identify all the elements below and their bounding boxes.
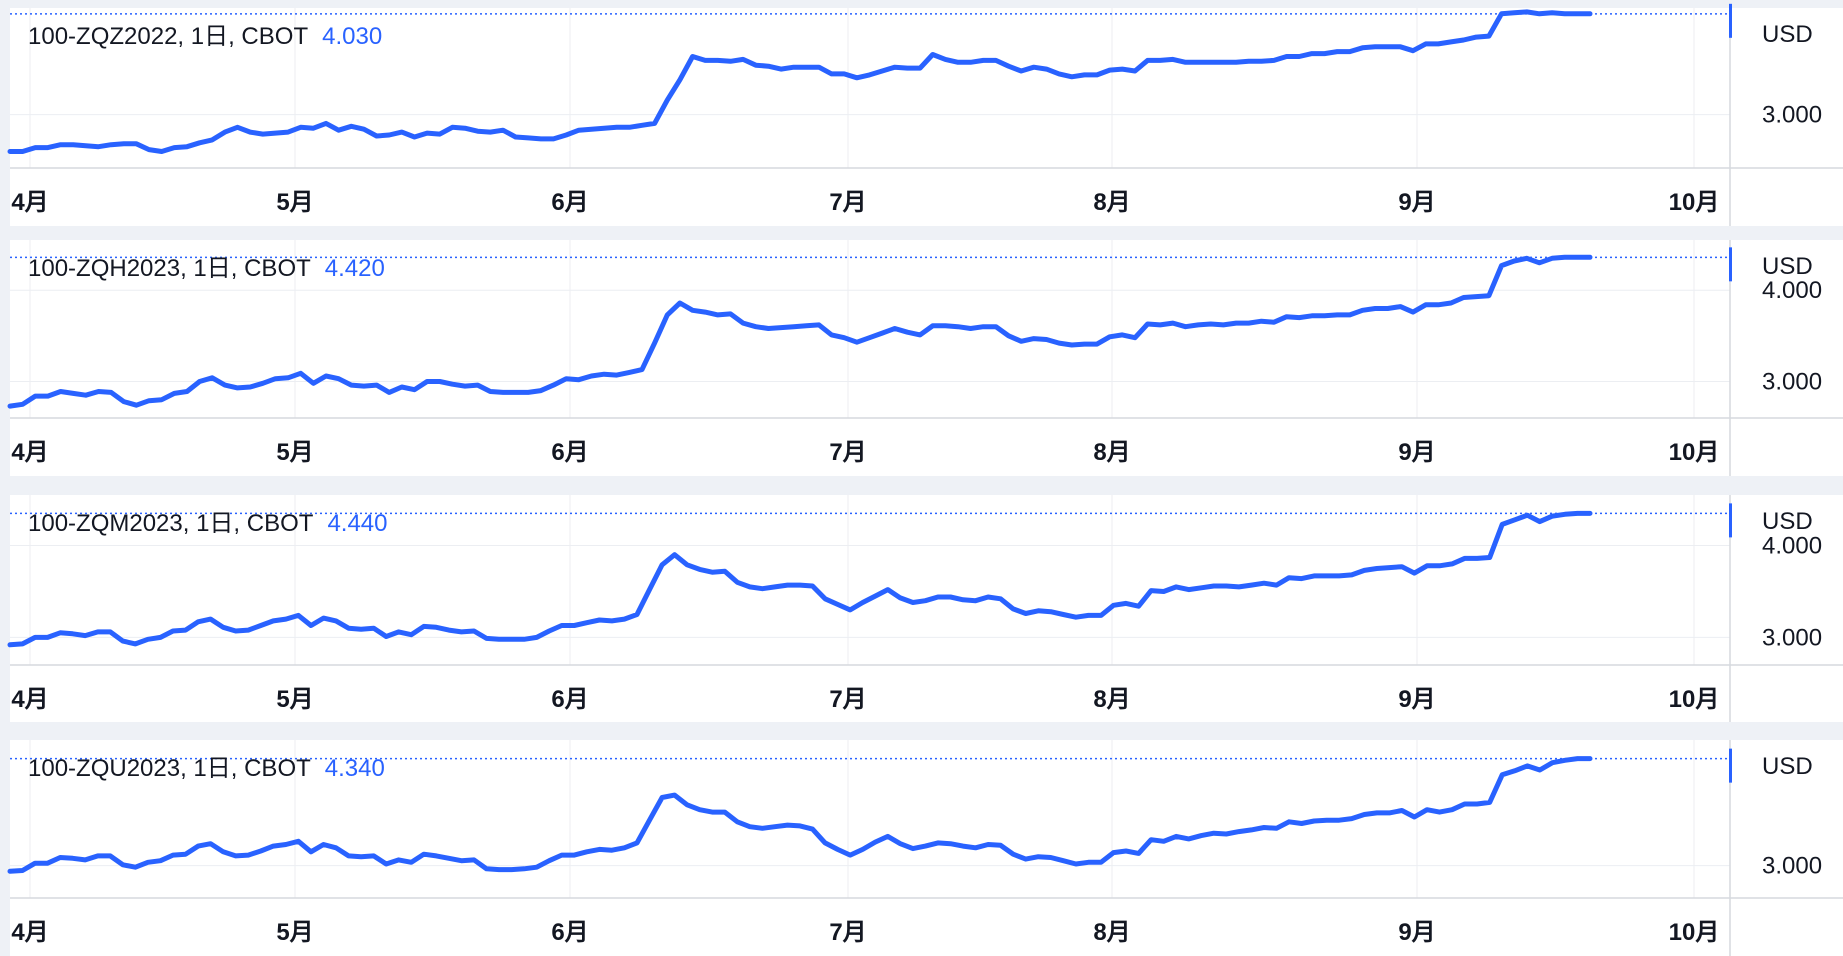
last-value: 4.440 xyxy=(327,510,388,537)
last-price-marker xyxy=(1729,503,1732,538)
x-tick-label: 5月 xyxy=(276,919,313,946)
currency-label: USD xyxy=(1762,508,1813,535)
chart-svg-1: USD 3.000 4月 5月 6月 7月 8月 9月 10月 xyxy=(7,3,1843,226)
x-tick-label: 6月 xyxy=(551,686,588,713)
chart-panel-1[interactable]: USD 3.000 4月 5月 6月 7月 8月 9月 10月 100-ZQZ2022, 1日, … xyxy=(7,3,1843,226)
x-tick-label: 9月 xyxy=(1398,439,1435,466)
x-tick-label: 10月 xyxy=(1669,189,1720,216)
chart-svg-4: USD 3.000 4月 5月 6月 7月 8月 9月 10月 xyxy=(7,740,1843,956)
x-tick-label: 6月 xyxy=(551,919,588,946)
x-tick-label: 4月 xyxy=(11,439,48,466)
x-tick-label: 5月 xyxy=(276,189,313,216)
symbol-label[interactable]: 100-ZQU2023, 1日, CBOT xyxy=(28,755,311,782)
currency-label: USD xyxy=(1762,21,1813,48)
symbol-label[interactable]: 100-ZQH2023, 1日, CBOT xyxy=(28,255,311,282)
chart-legend: 100-ZQZ2022, 1日, CBOT 4.030 xyxy=(28,16,382,51)
x-tick-label: 10月 xyxy=(1669,439,1720,466)
chart-panel-4[interactable]: USD 3.000 4月 5月 6月 7月 8月 9月 10月 100-ZQU2023, 1日, … xyxy=(7,740,1843,956)
x-tick-label: 8月 xyxy=(1093,189,1130,216)
x-tick-label: 6月 xyxy=(551,439,588,466)
x-tick-label: 9月 xyxy=(1398,686,1435,713)
series-line xyxy=(7,254,1593,409)
series-line xyxy=(7,756,1593,874)
last-value: 4.030 xyxy=(322,23,383,50)
x-tick-label: 9月 xyxy=(1398,189,1435,216)
x-tick-label: 8月 xyxy=(1093,439,1130,466)
series-line xyxy=(7,9,1593,154)
x-tick-label: 7月 xyxy=(829,439,866,466)
symbol-label[interactable]: 100-ZQZ2022, 1日, CBOT xyxy=(28,23,309,50)
last-value: 4.340 xyxy=(324,755,385,782)
x-tick-label: 7月 xyxy=(829,189,866,216)
x-tick-label: 7月 xyxy=(829,686,866,713)
x-tick-label: 8月 xyxy=(1093,686,1130,713)
x-tick-label: 7月 xyxy=(829,919,866,946)
y-tick-label: 3.000 xyxy=(1762,368,1822,395)
last-price-marker xyxy=(1729,3,1732,38)
x-tick-label: 4月 xyxy=(11,189,48,216)
currency-label: USD xyxy=(1762,753,1813,780)
chart-legend: 100-ZQU2023, 1日, CBOT 4.340 xyxy=(28,748,385,783)
chart-svg-3: USD 3.000 4.000 4月 5月 6月 7月 8月 9月 10月 xyxy=(7,495,1843,722)
chart-svg-2: USD 3.000 4.000 4月 5月 6月 7月 8月 9月 10月 xyxy=(7,240,1843,476)
chart-panel-2[interactable]: USD 3.000 4.000 4月 5月 6月 7月 8月 9月 10月 100-ZQH2023,… xyxy=(7,240,1843,476)
y-tick-label: 4.000 xyxy=(1762,533,1822,560)
x-tick-label: 8月 xyxy=(1093,919,1130,946)
x-tick-label: 5月 xyxy=(276,686,313,713)
x-tick-label: 5月 xyxy=(276,439,313,466)
x-tick-label: 4月 xyxy=(11,919,48,946)
x-tick-label: 10月 xyxy=(1669,919,1720,946)
currency-label: USD xyxy=(1762,253,1813,280)
x-tick-label: 10月 xyxy=(1669,686,1720,713)
y-tick-label: 3.000 xyxy=(1762,102,1822,129)
last-value: 4.420 xyxy=(324,255,385,282)
chart-legend: 100-ZQH2023, 1日, CBOT 4.420 xyxy=(28,248,385,283)
last-price-marker xyxy=(1729,247,1732,282)
chart-panel-3[interactable]: USD 3.000 4.000 4月 5月 6月 7月 8月 9月 10月 100-ZQM2023,… xyxy=(7,495,1843,722)
y-tick-label: 3.000 xyxy=(1762,853,1822,880)
last-price-marker xyxy=(1729,748,1732,783)
y-tick-label: 3.000 xyxy=(1762,624,1822,651)
x-tick-label: 4月 xyxy=(11,686,48,713)
series-line xyxy=(7,510,1593,648)
x-tick-label: 9月 xyxy=(1398,919,1435,946)
y-tick-label: 4.000 xyxy=(1762,277,1822,304)
x-tick-label: 6月 xyxy=(551,189,588,216)
chart-legend: 100-ZQM2023, 1日, CBOT 4.440 xyxy=(28,503,388,538)
symbol-label[interactable]: 100-ZQM2023, 1日, CBOT xyxy=(28,510,314,537)
